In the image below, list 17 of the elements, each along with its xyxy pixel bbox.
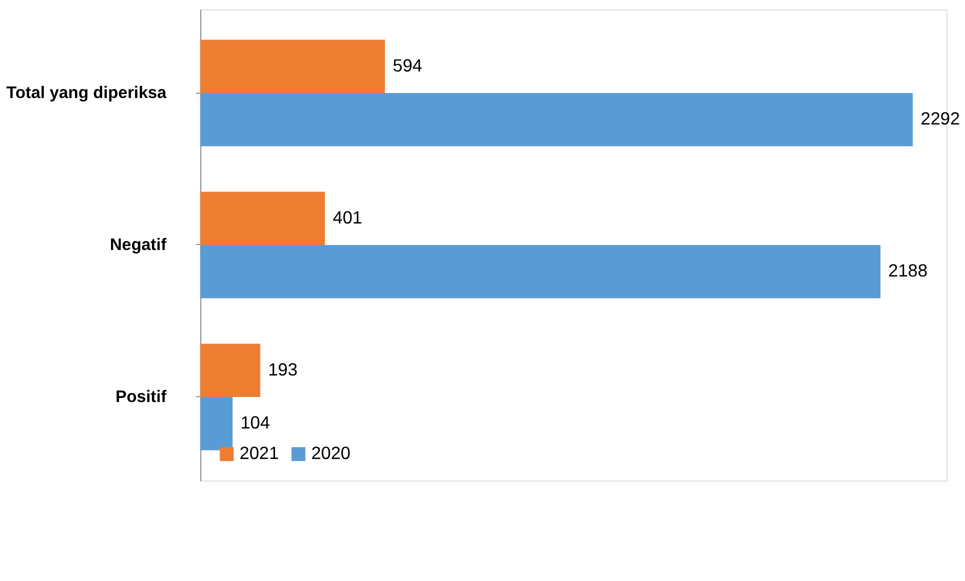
data-label: 594 (392, 55, 422, 76)
bar (200, 245, 880, 298)
y-tick-label: Negatif (110, 234, 167, 254)
bar (200, 92, 913, 146)
legend-label: 2021 (240, 443, 279, 464)
data-label: 104 (240, 412, 270, 433)
legend-label: 2020 (311, 443, 351, 464)
bar (200, 344, 260, 398)
data-label: 193 (268, 359, 298, 380)
y-tick-label: Positif (115, 386, 167, 406)
y-tick-label: Total yang diperiksa (6, 82, 168, 102)
bar (200, 40, 385, 93)
data-label: 2292 (920, 108, 960, 129)
data-label: 2188 (888, 260, 928, 281)
data-label: 401 (332, 207, 362, 228)
bar (200, 192, 325, 245)
bar (200, 397, 233, 450)
